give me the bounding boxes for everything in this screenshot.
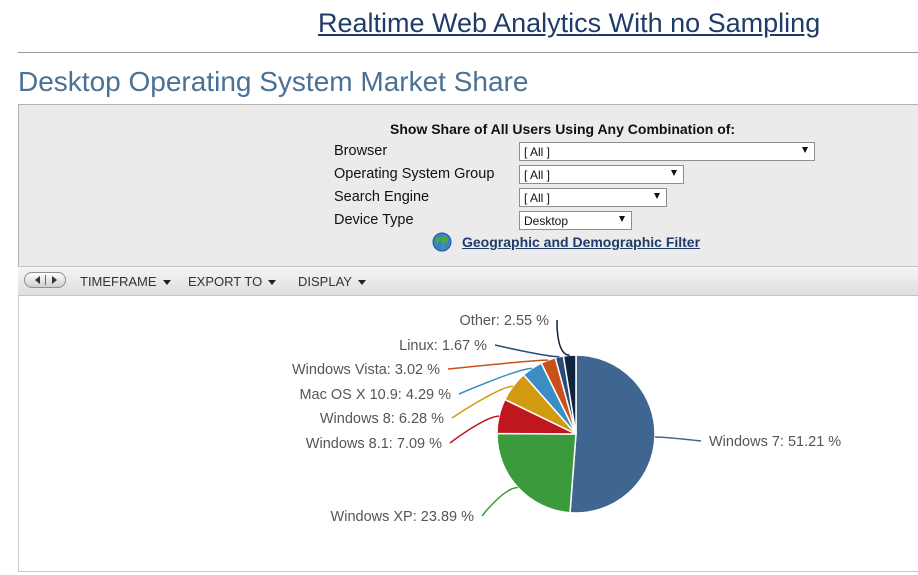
leader-line [494,344,560,358]
caret-down-icon [162,280,171,286]
device-type-select-value: Desktop [524,214,569,228]
slice-label: Windows 7: 51.21 % [709,434,841,450]
banner-link[interactable]: Realtime Web Analytics With no Sampling [318,8,821,38]
os-group-select[interactable]: [ All ] [519,165,684,184]
chevron-down-icon [654,193,660,199]
page-title: Desktop Operating System Market Share [18,66,529,97]
slice-label: Windows Vista: 3.02 % [292,362,440,378]
export-menu[interactable]: EXPORT TO [188,274,277,289]
pager-arrows-icon[interactable] [24,272,66,288]
chart-area: Windows 7: 51.21 % Windows XP: 23.89 % Win… [18,296,918,572]
chevron-down-icon [671,170,677,176]
caret-down-icon [268,280,277,286]
slice-label: Windows XP: 23.89 % [331,509,475,525]
leader-line [447,359,549,370]
timeframe-label: TIMEFRAME [80,274,157,289]
leader-line [449,415,500,444]
geo-filter-link[interactable]: Geographic and Demographic Filter [462,234,701,250]
pie-slice-windows-xp[interactable] [496,432,577,514]
slice-label: Windows 8.1: 7.09 % [306,436,442,452]
search-engine-select[interactable]: [ All ] [519,188,667,207]
slice-label: Other: 2.55 % [460,313,550,329]
search-engine-select-value: [ All ] [524,191,551,205]
leader-line [458,367,533,395]
chevron-down-icon [619,216,625,222]
browser-select-value: [ All ] [524,145,551,159]
slice-label: Linux: 1.67 % [399,338,487,354]
os-group-label: Operating System Group [334,166,495,182]
device-type-select[interactable]: Desktop [519,211,632,230]
slice-label: Windows 8: 6.28 % [320,411,444,427]
header-divider [18,52,918,53]
leader-line [451,385,514,419]
prev-arrow-icon[interactable] [35,276,40,284]
pager-divider [45,275,46,285]
browser-select[interactable]: [ All ] [519,142,815,161]
slice-label: Mac OS X 10.9: 4.29 % [299,387,451,403]
device-type-label: Device Type [334,212,414,228]
pie-chart: Windows 7: 51.21 % Windows XP: 23.89 % Win… [292,313,841,525]
caret-down-icon [357,280,366,286]
pie-slice-windows-7[interactable] [569,354,656,514]
browser-label: Browser [334,143,388,159]
globe-icon [432,232,452,252]
search-engine-label: Search Engine [334,189,430,205]
leader-line [556,319,570,357]
filter-panel [18,104,918,266]
filter-heading: Show Share of All Users Using Any Combin… [390,121,736,137]
timeframe-menu[interactable]: TIMEFRAME [80,274,171,289]
export-label: EXPORT TO [188,274,263,289]
next-arrow-icon[interactable] [52,276,57,284]
leader-line [654,436,702,442]
os-group-select-value: [ All ] [524,168,551,182]
chevron-down-icon [802,147,808,153]
pie-slice-other[interactable] [562,354,577,435]
display-label: DISPLAY [298,274,352,289]
display-menu[interactable]: DISPLAY [298,274,366,289]
leader-line [481,486,519,517]
